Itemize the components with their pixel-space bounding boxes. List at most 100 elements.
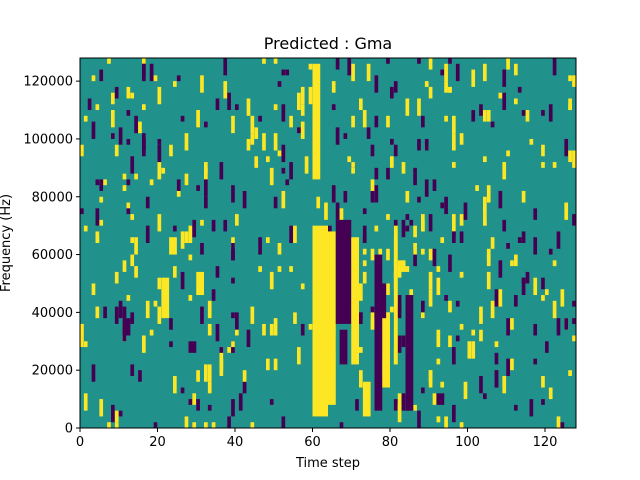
heatmap-cell — [370, 306, 375, 319]
heatmap-cell — [126, 110, 131, 116]
heatmap-cell — [521, 277, 526, 296]
heatmap-cell — [413, 167, 417, 174]
heatmap-cell — [428, 271, 433, 290]
heatmap-cell — [130, 156, 135, 174]
heatmap-cell — [506, 150, 510, 157]
heatmap-cell — [153, 300, 158, 307]
heatmap-cell — [556, 231, 561, 249]
heatmap-cell — [560, 422, 565, 428]
heatmap-cell — [184, 173, 189, 186]
heatmap-cell — [541, 110, 545, 116]
heatmap-cell — [145, 196, 150, 209]
heatmap-cell — [556, 318, 561, 336]
heatmap-cell — [180, 271, 185, 290]
heatmap-cell — [207, 404, 212, 411]
heatmap-cell — [231, 399, 235, 417]
y-tick-label: 20000 — [32, 364, 73, 379]
heatmap-region-3 — [339, 329, 348, 365]
heatmap-cell — [215, 323, 220, 342]
heatmap-cell — [91, 364, 96, 382]
heatmap-cell — [207, 300, 212, 319]
heatmap-cell — [281, 104, 286, 122]
heatmap-cell — [347, 58, 352, 76]
heatmap-cell — [188, 254, 193, 261]
heatmap-cell — [176, 190, 181, 197]
heatmap-cell — [428, 58, 433, 70]
heatmap-cell — [510, 260, 514, 267]
heatmap-cell — [417, 98, 421, 116]
heatmap-cell — [219, 364, 224, 371]
heatmap-region-2 — [335, 219, 352, 324]
heatmap-cell — [246, 138, 251, 151]
heatmap-region-16 — [188, 341, 197, 353]
heatmap-cell — [421, 219, 425, 232]
heatmap-cell — [169, 341, 173, 348]
heatmap-cell — [289, 115, 293, 128]
heatmap-cell — [297, 92, 301, 111]
heatmap-cell — [308, 323, 313, 330]
heatmap-cell — [184, 231, 189, 243]
heatmap-cell — [273, 104, 278, 111]
heatmap-cell — [277, 243, 282, 255]
heatmap-cell — [204, 364, 208, 382]
heatmap-cell — [235, 329, 239, 336]
heatmap-cell — [204, 167, 208, 174]
heatmap-cell — [258, 237, 262, 255]
heatmap-cell — [390, 138, 394, 145]
heatmap-cell — [405, 225, 410, 232]
heatmap-cell — [281, 69, 286, 76]
heatmap-cell — [413, 404, 417, 411]
heatmap-cell — [417, 58, 421, 64]
heatmap-cell — [235, 104, 239, 111]
heatmap-cell — [308, 63, 313, 70]
heatmap-cell — [126, 202, 131, 209]
heatmap-cell — [153, 75, 158, 82]
heatmap-cell — [390, 306, 394, 313]
heatmap-cell — [428, 370, 433, 388]
heatmap-cell — [370, 190, 375, 203]
heatmap-cell — [444, 196, 448, 215]
heatmap-cell — [494, 289, 499, 307]
heatmap-cell — [83, 225, 88, 232]
heatmap-cell — [556, 416, 561, 428]
heatmap-cell — [548, 248, 553, 255]
heatmap-cell — [235, 312, 239, 330]
heatmap-cell — [207, 381, 212, 394]
heatmap-cell — [188, 399, 193, 405]
heatmap-cell — [448, 86, 452, 93]
heatmap-cell — [424, 81, 429, 87]
heatmap-cell — [204, 422, 208, 428]
heatmap-cell — [483, 393, 487, 400]
heatmap-cell — [134, 115, 138, 134]
heatmap-cell — [564, 138, 569, 157]
heatmap-cell — [130, 237, 135, 243]
heatmap-cell — [80, 323, 84, 342]
heatmap-cell — [390, 86, 394, 99]
heatmap-cell — [289, 162, 293, 180]
heatmap-cell — [401, 335, 406, 348]
heatmap-cell — [142, 104, 146, 111]
heatmap-cell — [541, 162, 545, 168]
heatmap-cell — [173, 266, 177, 278]
heatmap-cell — [219, 162, 224, 180]
heatmap-cell — [269, 323, 274, 336]
heatmap-cell — [514, 63, 518, 76]
heatmap-cell — [300, 323, 305, 336]
heatmap-region-18 — [436, 393, 445, 405]
heatmap-cell — [188, 225, 193, 243]
heatmap-cell — [200, 243, 204, 255]
heatmap-cell — [145, 300, 150, 319]
heatmap-cell — [122, 260, 127, 272]
heatmap-cell — [366, 127, 371, 139]
heatmap-cell — [459, 133, 464, 145]
heatmap-cell — [142, 63, 146, 82]
heatmap-cell — [262, 58, 266, 64]
heatmap-cell — [568, 370, 572, 376]
heatmap-cell — [126, 295, 131, 301]
heatmap-cell — [176, 179, 181, 191]
heatmap-cell — [95, 237, 100, 243]
heatmap-cell — [254, 127, 259, 139]
plot-area — [79, 57, 577, 429]
heatmap-cell — [227, 416, 231, 428]
heatmap-cell — [103, 179, 107, 186]
